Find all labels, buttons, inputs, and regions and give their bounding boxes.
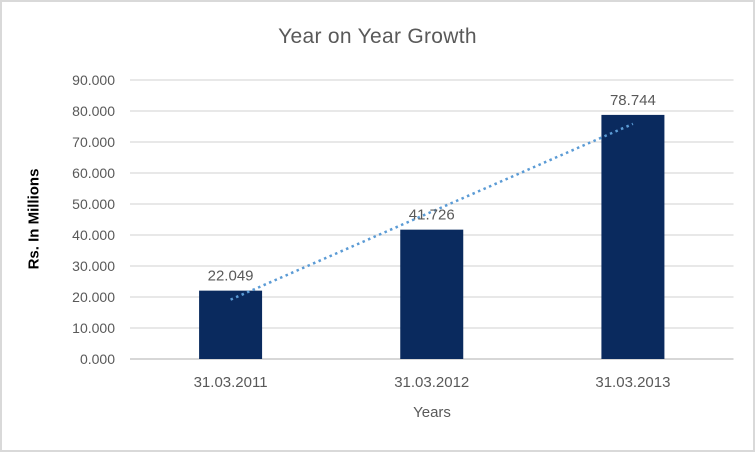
y-tick-label: 90.000 <box>72 72 115 88</box>
y-tick-label: 0.000 <box>80 351 115 367</box>
bar <box>199 290 263 359</box>
x-category-label: 31.03.2012 <box>394 374 469 391</box>
y-tick-label: 30.000 <box>72 258 115 274</box>
trendline <box>230 122 634 301</box>
x-category-label: 31.03.2011 <box>194 374 268 391</box>
chart-title: Year on Year Growth <box>278 25 477 48</box>
y-tick-label: 60.000 <box>72 165 115 181</box>
x-category-label: 31.03.2013 <box>595 374 670 391</box>
bar-value-label: 78.744 <box>610 92 656 109</box>
y-tick-label: 50.000 <box>72 196 115 212</box>
y-tick-label: 80.000 <box>72 103 115 119</box>
bar <box>601 114 665 359</box>
y-tick-label: 20.000 <box>72 289 115 305</box>
y-tick-label: 10.000 <box>72 320 115 336</box>
bar <box>400 229 464 359</box>
y-tick-label: 40.000 <box>72 227 115 243</box>
bar-value-label: 41.726 <box>409 207 455 224</box>
x-axis-title: Years <box>413 404 451 421</box>
bar-value-label: 22.049 <box>208 268 254 285</box>
y-tick-label: 70.000 <box>72 134 115 150</box>
